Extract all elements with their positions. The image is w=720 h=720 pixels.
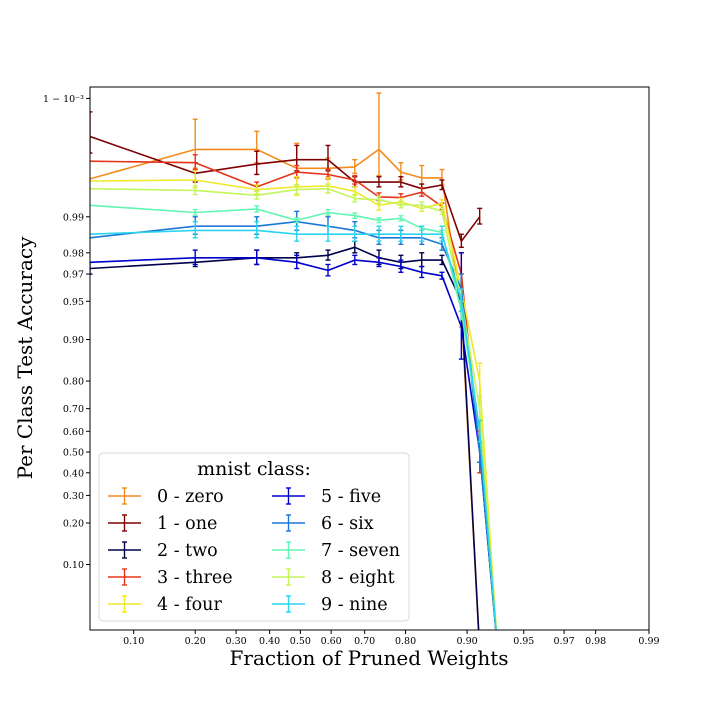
x-tick-label: 0.99	[638, 636, 659, 647]
y-tick-label: 0.30	[63, 491, 84, 502]
x-tick-label: 0.10	[123, 636, 144, 647]
x-tick-label: 0.97	[554, 636, 575, 647]
legend-label: 4 - four	[157, 595, 222, 615]
y-tick-label: 0.50	[63, 448, 84, 459]
y-tick-label: 0.97	[63, 270, 84, 281]
legend-item: 7 - seven	[272, 541, 400, 561]
legend-label: 5 - five	[321, 487, 381, 507]
x-tick-label: 0.40	[259, 636, 280, 647]
legend-label: 3 - three	[157, 568, 233, 588]
axes-frame	[89, 86, 650, 631]
y-axis-ticks: 0.10 0.20 0.30 0.40 0.50 0.60 0.70 0.80 0.90 0.95…	[43, 94, 90, 571]
legend-item: 8 - eight	[272, 568, 395, 588]
legend-item: 4 - four	[108, 595, 222, 615]
legend: mnist class: 0 - zero 1 - one 2 - two 3 - t…	[98, 452, 410, 622]
x-tick-label: 0.80	[395, 636, 416, 647]
x-axis-ticks: 0.10 0.20 0.30 0.40 0.50 0.60 0.70 0.80 0.90 0.95…	[123, 630, 660, 647]
y-tick-label: 0.99	[63, 212, 84, 223]
legend-item: 2 - two	[108, 541, 218, 561]
y-tick-label: 0.20	[63, 519, 84, 530]
legend-label: 7 - seven	[321, 541, 400, 561]
series-line	[90, 148, 480, 630]
series-line	[90, 135, 481, 242]
y-tick-label: 0.80	[63, 377, 84, 388]
y-tick-label: 0.95	[63, 297, 84, 308]
legend-box	[98, 452, 410, 622]
legend-item: 9 - nine	[272, 595, 388, 615]
x-tick-label: 0.95	[513, 636, 534, 647]
y-tick-label: 0.40	[63, 468, 84, 479]
y-axis-label: Per Class Test Accuracy	[13, 236, 37, 480]
legend-item: 1 - one	[108, 514, 217, 534]
y-tick-label: 0.70	[63, 404, 84, 415]
y-tick-label: 0.90	[63, 335, 84, 346]
x-axis-label: Fraction of Pruned Weights	[230, 646, 509, 670]
y-tick-label: 0.60	[63, 427, 84, 438]
x-tick-label: 0.20	[185, 636, 206, 647]
x-tick-label: 0.90	[457, 636, 478, 647]
legend-label: 1 - one	[157, 514, 217, 534]
x-tick-label: 0.30	[226, 636, 247, 647]
plot-area	[90, 92, 498, 630]
legend-item: 6 - six	[272, 514, 374, 534]
x-tick-label: 0.98	[585, 636, 606, 647]
legend-item: 3 - three	[108, 568, 233, 588]
legend-title: mnist class:	[197, 458, 311, 480]
y-tick-label: 1 − 10⁻³	[43, 94, 84, 105]
legend-label: 2 - two	[157, 541, 218, 561]
legend-label: 9 - nine	[321, 595, 388, 615]
legend-label: 6 - six	[321, 514, 374, 534]
x-tick-label: 0.50	[290, 636, 311, 647]
series-nine	[90, 221, 497, 630]
legend-label: 0 - zero	[157, 487, 224, 507]
legend-label: 8 - eight	[321, 568, 395, 588]
legend-item: 5 - five	[272, 487, 381, 507]
x-tick-label: 0.60	[321, 636, 342, 647]
legend-item: 0 - zero	[108, 487, 224, 507]
x-tick-label: 0.70	[354, 636, 375, 647]
y-tick-label: 0.98	[63, 248, 84, 259]
y-tick-label: 0.10	[63, 560, 84, 571]
